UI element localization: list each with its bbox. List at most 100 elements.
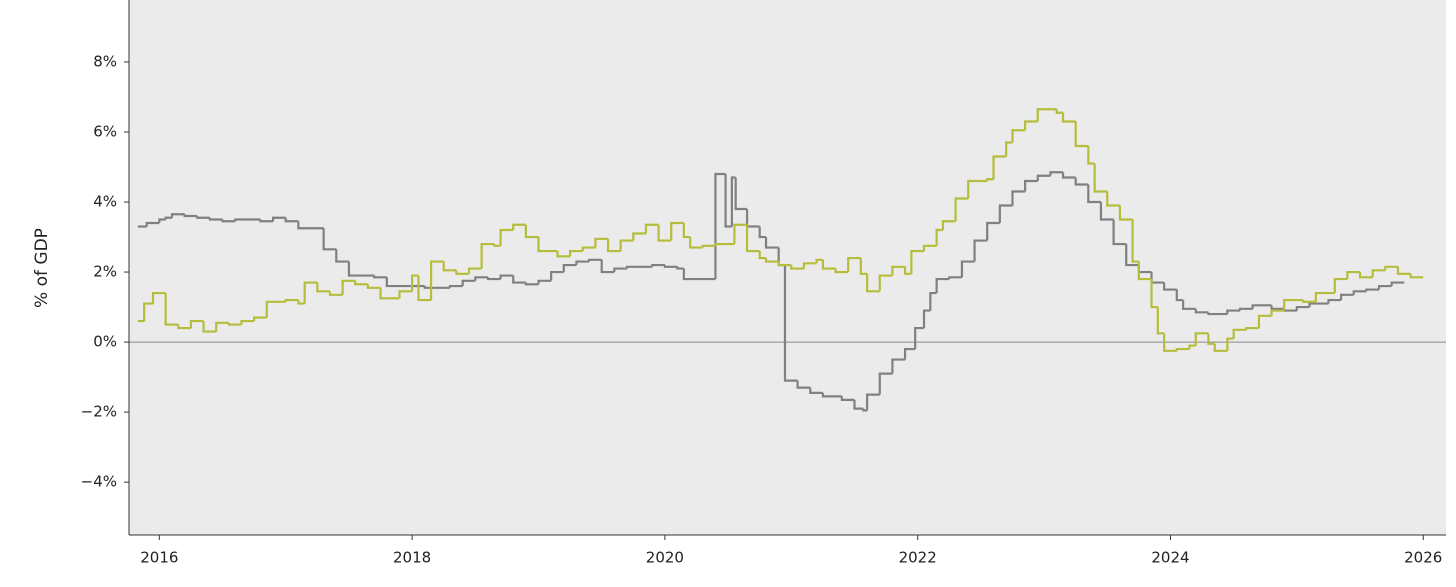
step-segment [1188,344,1196,350]
step-segment [240,319,255,325]
step-segment [1226,337,1234,351]
step-segment [1207,312,1228,316]
step-segment [1055,109,1064,114]
step-segment [701,244,716,248]
step-segment [986,178,994,182]
step-segment [1314,291,1335,302]
step-segment [1238,307,1253,311]
step-segment [689,237,703,249]
step-segment [587,258,602,262]
step-segment [1207,333,1215,345]
step-segment [354,280,368,286]
step-segment [1131,219,1139,263]
step-segment [448,284,463,288]
step-segment [1125,244,1139,267]
step-segment [1024,120,1038,131]
step-segment [486,277,501,281]
step-segment [164,216,172,220]
step-segment [265,300,286,318]
step-segment [878,274,893,292]
step-segment [1251,304,1272,309]
step-segment [606,238,621,253]
step-segment [1226,309,1240,315]
step-segment [730,176,736,227]
step-segment [297,300,305,305]
step-segment [170,213,185,218]
step-segment [866,393,880,411]
step-segment [1270,309,1285,316]
step-segment [1352,290,1367,295]
step-segment [676,266,684,270]
step-segment [632,232,646,241]
step-segment [1099,202,1114,221]
step-segment [862,408,868,412]
step-segment [524,282,539,286]
step-segment [158,218,166,224]
step-segment [143,302,154,322]
step-segment [499,274,514,280]
step-segment [1333,277,1348,294]
step-segment [1213,343,1228,352]
step-segment [891,265,906,276]
step-segment [385,277,413,288]
step-segment [734,177,748,211]
step-segment [613,267,627,273]
step-segment [948,276,962,280]
step-segment [1302,300,1316,303]
step-segment [1106,191,1120,207]
step-segment [196,216,210,219]
step-segment [1346,270,1361,280]
step-segment [164,293,179,326]
y-tick-label: −2% [81,403,117,421]
step-segment [929,291,937,311]
step-segment [764,237,779,249]
x-tick-label: 2022 [899,549,937,567]
step-segment [745,224,760,253]
step-segment [903,347,916,360]
step-segment [1005,141,1013,157]
step-segment [1011,190,1026,206]
step-segment [821,259,836,270]
step-segment [1074,121,1089,148]
step-segment [253,316,267,322]
step-segment [227,322,242,326]
step-segment [1049,171,1064,176]
step-segment [234,218,261,222]
step-segment [1150,279,1158,309]
step-segment [417,275,432,302]
step-segment [960,260,975,278]
step-segment [834,268,849,274]
step-segment [1339,293,1354,301]
step-segment [1074,177,1089,186]
step-segment [562,263,577,273]
step-segment [151,291,166,304]
step-segment [575,260,590,266]
step-segment [1365,288,1380,292]
step-segment [474,276,488,281]
step-segment [625,265,653,269]
step-segment [764,258,779,263]
step-segment [954,197,969,222]
step-segment [177,324,191,330]
y-tick-label: 2% [93,263,117,281]
step-segment [777,261,792,267]
step-segment [1384,265,1398,271]
step-segment [922,309,931,329]
step-segment [467,267,482,274]
step-segment [271,216,286,222]
y-tick-label: −4% [81,473,117,491]
step-segment [215,321,229,332]
step-segment [455,270,469,275]
step-segment [714,242,735,246]
step-segment [442,261,457,272]
step-segment [1156,307,1165,335]
step-segment [998,204,1013,224]
step-segment [1377,284,1392,290]
step-segment [1061,112,1076,123]
x-tick-label: 2020 [646,549,684,567]
step-segment [1194,332,1209,346]
step-segment [802,262,817,269]
step-segment [866,273,880,293]
step-segment [1163,282,1177,291]
step-segment [663,265,678,268]
